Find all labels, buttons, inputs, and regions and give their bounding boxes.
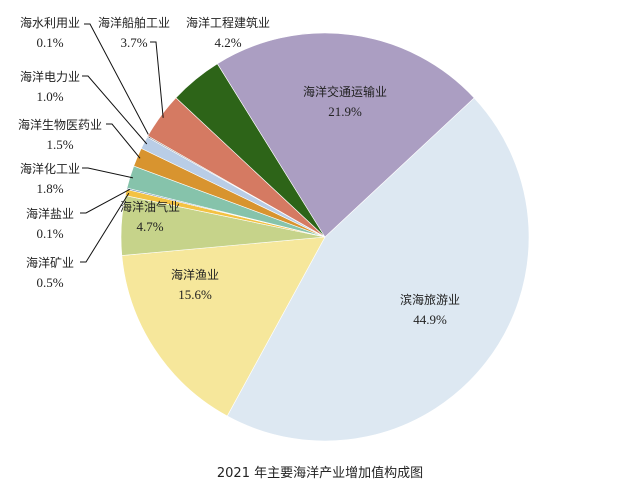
slice-name: 滨海旅游业 <box>399 293 461 307</box>
slice-value: 1.0% <box>36 89 64 104</box>
slice-label: 海洋油气业 4.7% <box>120 198 180 236</box>
leader-line <box>80 188 130 214</box>
slice-name: 海洋船舶工业 <box>97 16 171 30</box>
leader-line <box>106 123 141 159</box>
leader-line <box>150 41 164 118</box>
slice-name: 海洋盐业 <box>25 207 75 221</box>
slice-label: 海洋电力业 1.0% <box>20 68 80 106</box>
slice-name: 海洋电力业 <box>19 70 81 84</box>
slice-value: 1.5% <box>46 137 74 152</box>
slice-name: 海洋生物医药业 <box>17 118 103 132</box>
leader-line <box>82 75 148 145</box>
slice-value: 15.6% <box>178 287 212 302</box>
pie-slice <box>121 236 326 417</box>
pie-slice <box>216 32 475 238</box>
slice-label: 海洋船舶工业 3.7% <box>98 14 170 52</box>
slice-value: 1.8% <box>36 181 64 196</box>
slice-name: 海洋化工业 <box>19 162 81 176</box>
leader-line <box>84 23 151 139</box>
slice-label: 海水利用业 0.1% <box>20 14 80 52</box>
slice-value: 3.7% <box>120 35 148 50</box>
slice-name: 海洋油气业 <box>119 200 181 214</box>
slice-label: 海洋矿业 0.5% <box>26 254 74 292</box>
slice-label: 滨海旅游业 44.9% <box>400 291 460 329</box>
slice-name: 海洋工程建筑业 <box>185 16 271 30</box>
slice-value: 4.7% <box>136 219 164 234</box>
leader-line <box>80 192 130 263</box>
slice-value: 0.1% <box>36 226 64 241</box>
slice-value: 0.5% <box>36 275 64 290</box>
slice-name: 海洋矿业 <box>25 256 75 270</box>
slice-name: 海洋交通运输业 <box>302 85 388 99</box>
slice-name: 海洋渔业 <box>170 268 220 282</box>
slice-value: 21.9% <box>328 104 362 119</box>
slice-label: 海洋盐业 0.1% <box>26 205 74 243</box>
slice-label: 海洋生物医药业 1.5% <box>18 116 102 154</box>
slice-label: 海洋化工业 1.8% <box>20 160 80 198</box>
pie-slice <box>226 97 530 442</box>
slice-label: 海洋渔业 15.6% <box>171 266 219 304</box>
slice-value: 0.1% <box>36 35 64 50</box>
chart-title: 2021 年主要海洋产业增加值构成图 <box>216 466 424 481</box>
slice-name: 海水利用业 <box>19 16 81 30</box>
slice-label: 海洋工程建筑业 4.2% <box>186 14 270 52</box>
slice-value: 4.2% <box>214 35 242 50</box>
slice-label: 海洋交通运输业 21.9% <box>303 83 387 121</box>
slice-value: 44.9% <box>413 312 447 327</box>
leader-line <box>82 167 134 179</box>
